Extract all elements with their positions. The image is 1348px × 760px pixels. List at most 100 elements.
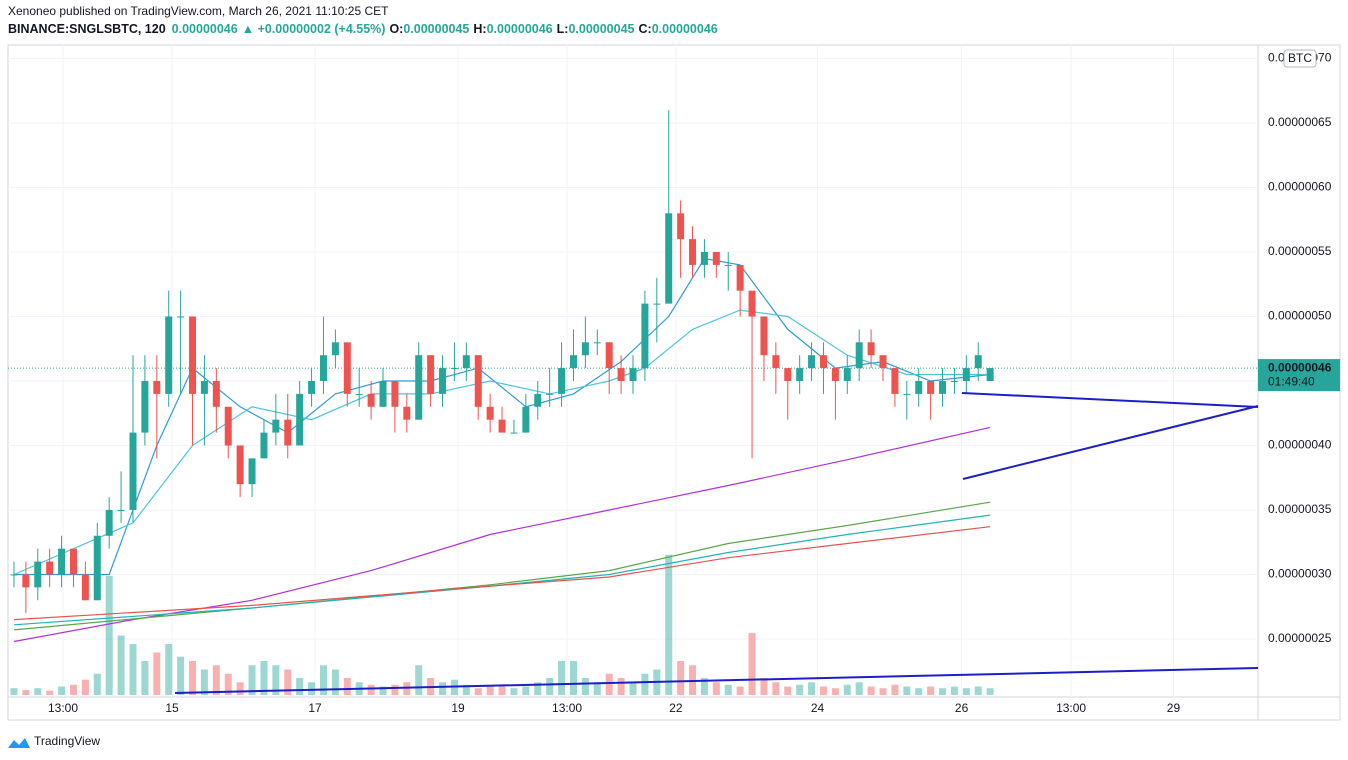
volume-bar <box>879 688 887 695</box>
candle-body <box>22 574 30 588</box>
candle-body <box>486 406 494 420</box>
volume-bar <box>415 665 423 695</box>
volume-bar <box>260 661 268 695</box>
volume-bar <box>748 632 756 695</box>
candle-body <box>665 213 673 304</box>
logo-icon <box>8 738 30 748</box>
candle-body <box>939 380 947 394</box>
candle-body <box>855 342 863 369</box>
candle-body <box>593 342 601 344</box>
volume-bar <box>462 684 470 695</box>
candle-body <box>784 368 792 381</box>
candle-body <box>712 252 720 265</box>
candle-body <box>343 342 351 394</box>
volume-bar <box>712 682 720 695</box>
candle-body <box>379 380 387 407</box>
candle-body <box>558 368 566 394</box>
candle-body <box>474 355 482 407</box>
volume-bar <box>69 684 77 695</box>
trend-line <box>174 667 1259 694</box>
last-price-label: 0.00000046 <box>1268 360 1332 374</box>
volume-bar <box>343 678 351 695</box>
volume-bar <box>665 554 673 695</box>
last-price-badge <box>1258 359 1340 392</box>
volume-bar <box>772 682 780 695</box>
volume-bar <box>272 665 280 695</box>
candle-body <box>153 380 161 394</box>
candle-body <box>974 355 982 369</box>
x-tick-label: 13:00 <box>552 701 582 715</box>
volume-bar <box>379 686 387 695</box>
y-tick-label: 0.00000065 <box>1268 115 1332 129</box>
x-tick-label: 29 <box>1167 701 1181 715</box>
volume-bar <box>819 686 827 695</box>
volume-bar <box>808 682 816 695</box>
candle-body <box>450 368 458 370</box>
c-value: 0.00000046 <box>652 22 718 36</box>
candle-body <box>141 380 149 433</box>
moving-average <box>13 526 991 621</box>
volume-bar <box>700 678 708 695</box>
y-tick-label: 0.00000055 <box>1268 244 1332 258</box>
volume-bar <box>486 686 494 695</box>
volume-bar <box>510 688 518 695</box>
candle-body <box>498 419 506 433</box>
candle-body <box>105 509 113 536</box>
volume-bar <box>784 686 792 695</box>
candle-body <box>677 213 685 240</box>
candle-body <box>439 368 447 394</box>
candle-body <box>831 368 839 381</box>
volume-bar <box>593 682 601 695</box>
candle-body <box>224 406 232 446</box>
candle-body <box>403 406 411 420</box>
candle-body <box>93 535 101 601</box>
last: 0.00000046 <box>172 22 238 36</box>
candle-body <box>522 406 530 433</box>
candle-body <box>724 264 732 266</box>
candle-body <box>248 458 256 485</box>
volume-bar <box>46 690 54 695</box>
volume-bar <box>843 684 851 695</box>
candle-body <box>879 355 887 369</box>
volume-bar <box>927 686 935 695</box>
candle-body <box>736 264 744 291</box>
volume-bar <box>200 669 208 695</box>
volume-bar <box>796 684 804 695</box>
candle-body <box>272 419 280 433</box>
candle-body <box>546 393 554 395</box>
volume-bar <box>10 688 18 695</box>
axes: 0.00000025 0.00000030 0.00000035 0.00000040… <box>48 51 1340 715</box>
candle-body <box>177 316 185 318</box>
candle-body <box>34 561 42 588</box>
y-tick-label: 0.00000025 <box>1268 631 1332 645</box>
candle-body <box>689 239 697 265</box>
candle-body <box>915 380 923 394</box>
candle-body <box>117 509 125 511</box>
grid <box>8 45 1258 697</box>
x-tick-label: 15 <box>165 701 179 715</box>
candle-body <box>927 380 935 394</box>
volume-bar <box>34 688 42 695</box>
candle-body <box>319 355 327 381</box>
x-tick-label: 17 <box>308 701 322 715</box>
x-tick-label: 13:00 <box>48 701 78 715</box>
candle-body <box>617 368 625 381</box>
candle-body <box>581 342 589 356</box>
candle-body <box>796 368 804 381</box>
currency: BTC <box>1288 51 1312 65</box>
y-tick-label: 0.00000030 <box>1268 567 1332 581</box>
candle-body <box>808 355 816 369</box>
volume-bar <box>117 635 125 695</box>
y-tick-label: 0.00000050 <box>1268 309 1332 323</box>
candle-body <box>605 342 613 369</box>
volume-bar <box>439 682 447 695</box>
candle-body <box>165 316 173 394</box>
volume-bar <box>319 665 327 695</box>
volume-bar <box>629 682 637 695</box>
volume-bar <box>22 689 30 695</box>
candle-body <box>867 342 875 356</box>
candle-body <box>760 316 768 356</box>
volume-bar <box>296 678 304 695</box>
candle-body <box>903 393 911 395</box>
moving-averages <box>8 257 1258 643</box>
